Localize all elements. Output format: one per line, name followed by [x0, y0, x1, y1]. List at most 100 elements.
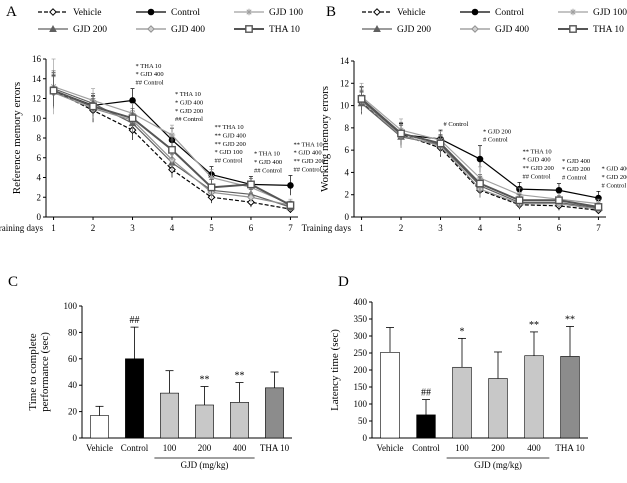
legend-marker — [373, 8, 381, 16]
significance-mark: ** — [200, 375, 210, 386]
annotation-text: * GJD 200 — [483, 128, 511, 135]
annotation-text: * GJD 400 — [136, 71, 164, 78]
y-tick-label: 20 — [68, 407, 78, 417]
legend-label: GJD 200 — [397, 25, 431, 35]
data-point — [247, 193, 255, 202]
y-tick-label: 250 — [354, 348, 368, 358]
annotation-text: ## Control — [136, 80, 164, 87]
annotation-text: * THA 10 — [136, 63, 162, 70]
y-tick-label: 8 — [37, 133, 42, 143]
bar — [524, 355, 544, 439]
data-point — [555, 196, 563, 205]
annotation-text: ** GJD 200 — [214, 141, 245, 148]
category-label: 100 — [163, 443, 177, 453]
bar — [265, 387, 284, 439]
annotation-text: ** THA 10 — [522, 148, 551, 155]
panel-letter: B — [326, 4, 336, 20]
legend-item-control: Control — [136, 8, 200, 18]
category-label: THA 10 — [260, 443, 290, 453]
y-tick-label: 12 — [32, 94, 41, 104]
y-tick-label: 6 — [345, 145, 350, 155]
annotation-text: * GJD 400 — [175, 99, 203, 106]
data-point — [436, 139, 445, 148]
legend-label: GJD 400 — [495, 25, 529, 35]
legend-marker — [49, 8, 57, 16]
y-axis-label-line: Time to complete — [27, 333, 39, 410]
annotation-day-4: * THA 10* GJD 400 * GJD 200## Control — [175, 91, 203, 123]
x-tick-label: 7 — [596, 223, 601, 233]
data-point — [476, 155, 484, 163]
annotation-text: * GJD 200 — [562, 166, 590, 173]
annotation-text: ** GJD 200 — [293, 158, 324, 165]
significance-mark: ** — [235, 371, 245, 382]
legend-marker — [569, 25, 577, 33]
x-tick-label: 2 — [399, 223, 404, 233]
legend-label: GJD 400 — [171, 25, 205, 35]
data-point — [594, 203, 603, 211]
category-label: 200 — [198, 443, 212, 453]
x-tick-label: 3 — [438, 223, 443, 233]
annotation-text: ** GJD 400 — [214, 132, 245, 139]
x-axis-label: Training days — [302, 223, 352, 233]
panel-d: D 0 50 100 150 200 250 300 350 400 Latency time (s… — [329, 274, 588, 470]
annotation-day-5: ** THA 10** GJD 400 ** GJD 200* GJD 100 ##… — [214, 124, 245, 165]
y-tick-label: 4 — [37, 173, 42, 183]
bar — [195, 404, 214, 439]
data-point — [357, 94, 366, 103]
y-tick-label: 200 — [354, 365, 368, 375]
y-tick-label: 2 — [37, 192, 42, 202]
y-axis-label: Working memory errors — [319, 86, 331, 192]
legend-label: GJD 100 — [269, 8, 303, 18]
y-tick-label: 8 — [345, 123, 350, 133]
x-tick-label: 5 — [209, 223, 214, 233]
data-point — [555, 186, 563, 194]
legend-marker — [245, 25, 253, 33]
annotation-day-3: # Control — [444, 121, 469, 128]
legend-item-control: Control — [460, 8, 524, 18]
x-tick-label: 7 — [288, 223, 293, 233]
annotation-day-5: ** THA 10 * GJD 400** GJD 200## Control — [522, 148, 553, 180]
x-tick-label: 6 — [249, 223, 254, 233]
category-label: 200 — [491, 443, 505, 453]
series-tha-10 — [357, 87, 603, 211]
annotation-text: * THA 10 — [254, 151, 280, 158]
group-label: GJD (mg/kg) — [474, 460, 522, 470]
annotation-text: * GJD 400 — [601, 166, 627, 173]
y-tick-label: 300 — [354, 331, 368, 341]
legend-label: Vehicle — [73, 8, 102, 18]
data-point — [168, 145, 176, 154]
x-tick-label: 5 — [517, 223, 522, 233]
y-tick-label: 0 — [37, 212, 42, 222]
bar-100: 100 — [160, 370, 179, 453]
data-point — [49, 86, 58, 95]
legend-marker — [569, 8, 577, 16]
legend-item-gjd-100: GJD 100 — [234, 8, 303, 18]
category-label: Vehicle — [377, 443, 404, 453]
legend-item-vehicle: Vehicle — [362, 8, 426, 18]
data-point — [128, 114, 137, 123]
y-tick-label: 40 — [68, 380, 78, 390]
data-point — [247, 180, 255, 189]
panel-c: C 0 20 40 60 80 100 Time to completeperformance… — [8, 274, 292, 470]
annotation-text: ## Control — [214, 158, 242, 165]
annotation-text: # Control — [562, 175, 587, 182]
y-tick-label: 100 — [354, 399, 368, 409]
annotation-text: ## Control — [175, 116, 203, 123]
annotation-text: * GJD 400 — [562, 158, 590, 165]
y-tick-label: 350 — [354, 314, 368, 324]
bar-100: * 100 — [452, 326, 472, 453]
significance-mark: ** — [565, 314, 575, 325]
legend-item-gjd-200: GJD 200 — [362, 24, 431, 35]
legend-label: GJD 100 — [593, 8, 627, 18]
category-label: Control — [412, 443, 440, 453]
y-tick-label: 80 — [68, 327, 78, 337]
bar — [160, 392, 179, 439]
bar — [125, 358, 144, 439]
annotation-text: * GJD 200 — [601, 174, 627, 181]
x-tick-label: 4 — [170, 223, 175, 233]
y-tick-label: 50 — [358, 416, 368, 426]
series-tha-10 — [49, 74, 295, 210]
bar-vehicle: Vehicle — [377, 327, 404, 453]
y-tick-label: 4 — [345, 167, 350, 177]
